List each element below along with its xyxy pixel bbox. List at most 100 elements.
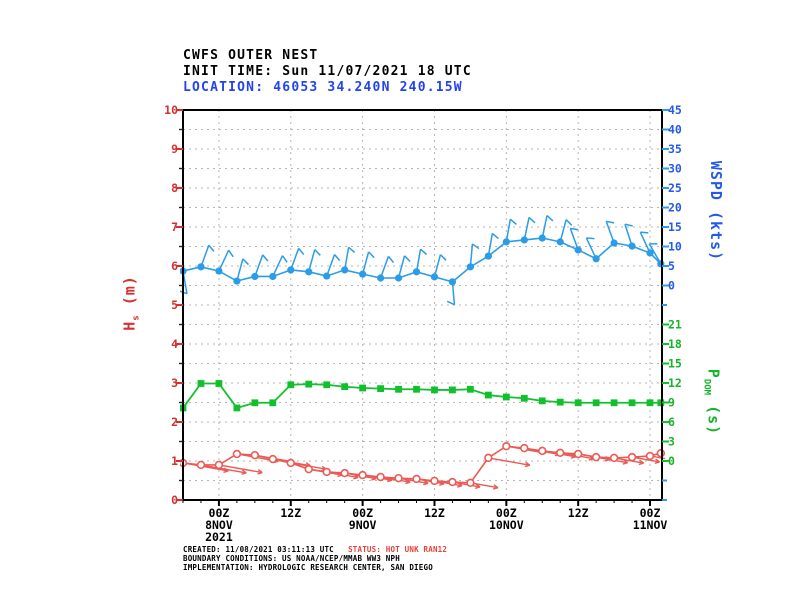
tick-label: 45 <box>668 103 682 117</box>
tick-label: 30 <box>668 162 682 176</box>
tick-label: 40 <box>668 123 682 137</box>
hs-point <box>430 476 439 486</box>
tick-label: 0 <box>668 454 675 468</box>
footer-implementation: IMPLEMENTATION: HYDROLOGIC RESEARCH CENT… <box>183 563 433 572</box>
pdom-point <box>520 394 528 402</box>
tick-label: 2021 <box>205 530 233 544</box>
pdom-point <box>502 393 510 401</box>
wspd-point <box>556 238 564 246</box>
tick-label: 5 <box>171 298 178 312</box>
hs-point <box>645 451 655 461</box>
pdom-point <box>646 399 654 407</box>
pdom-point <box>269 399 277 407</box>
hs-point <box>358 470 367 480</box>
wspd-point <box>412 268 421 276</box>
hs-point <box>196 460 206 470</box>
tick-label: 12Z <box>568 506 589 520</box>
pdom-point <box>377 385 384 393</box>
location-line: LOCATION: 46053 34.240N 240.15W <box>183 80 463 95</box>
tick-label: 9NOV <box>349 518 377 532</box>
tick-label: 8NOV <box>205 518 233 532</box>
pdom-point <box>574 399 582 407</box>
tick-label: 11NOV <box>633 518 668 532</box>
tick-label: 8 <box>171 181 178 195</box>
tick-label: 12 <box>668 376 682 390</box>
wspd-point <box>359 270 367 278</box>
tick-label: 0 <box>171 493 178 507</box>
tick-label: 0 <box>668 279 675 293</box>
pdom-point <box>657 399 665 407</box>
wspd-point <box>323 272 331 280</box>
pdom-point <box>538 397 546 405</box>
hs-point <box>268 454 278 464</box>
hs-point <box>286 458 295 468</box>
hs-point <box>304 464 313 474</box>
hs-point <box>466 478 475 488</box>
hs-point <box>609 453 619 463</box>
hs-point <box>627 452 637 462</box>
tick-label: 9 <box>668 396 675 410</box>
pdom-point <box>413 385 420 393</box>
pdom-point <box>251 399 259 407</box>
hs-point <box>322 467 331 477</box>
status-text: STATUS: HOT UNK RAN12 <box>348 545 448 554</box>
wspd-point <box>448 278 457 286</box>
wspd-point <box>376 274 385 282</box>
tick-label: 10NOV <box>489 518 524 532</box>
tick-label: 00Z <box>496 506 517 520</box>
tick-label: 00Z <box>640 506 661 520</box>
wspd-point <box>574 246 582 254</box>
tick-label: 18 <box>668 337 682 351</box>
pdom-point <box>395 385 402 393</box>
hs-point <box>591 452 601 462</box>
pdom-point <box>359 384 367 392</box>
wspd-point <box>592 255 600 263</box>
tick-label: 20 <box>668 201 682 215</box>
tick-label: 10 <box>668 240 682 254</box>
wspd-point <box>215 267 223 275</box>
tick-label: 2 <box>171 415 178 429</box>
wspd-point <box>520 236 528 244</box>
wspd-point <box>466 263 474 271</box>
hs-point <box>376 472 385 482</box>
tick-label: 3 <box>171 376 178 390</box>
wspd-point <box>341 266 349 274</box>
tick-label: 00Z <box>352 506 373 520</box>
hs-point <box>556 448 565 458</box>
wspd-point <box>628 242 636 250</box>
pdom-point <box>197 380 205 387</box>
pdom-point <box>610 399 618 407</box>
hs-point <box>412 474 421 484</box>
tick-label: 12Z <box>280 506 301 520</box>
tick-label: 9 <box>171 142 178 156</box>
hs-point <box>484 453 493 463</box>
init-time-line: INIT TIME: Sun 11/07/2021 18 UTC <box>183 64 472 79</box>
wspd-point <box>394 274 403 282</box>
hs-point <box>340 468 349 478</box>
footer-created-status: CREATED: 11/08/2021 03:11:13 UTC STATUS:… <box>183 545 448 554</box>
wspd-point <box>287 266 295 274</box>
tick-label: 3 <box>668 435 675 449</box>
hs-point <box>656 449 665 458</box>
hs-series <box>180 441 665 490</box>
tick-label: 1 <box>171 454 178 468</box>
wspd-point <box>197 263 205 271</box>
pdom-point <box>431 386 438 394</box>
wspd-point <box>430 273 439 281</box>
hs-point <box>250 450 260 460</box>
pdom-series <box>180 380 665 412</box>
pdom-point <box>628 399 636 407</box>
tick-label: 12Z <box>424 506 445 520</box>
pdom-point <box>592 399 600 407</box>
hs-point <box>394 473 403 483</box>
pdom-point <box>323 381 331 389</box>
plot-frame <box>182 109 663 501</box>
hs-point <box>448 477 457 487</box>
wspd-point <box>610 239 618 247</box>
wspd-point <box>646 249 654 257</box>
tick-label: 35 <box>668 142 682 156</box>
tick-label: 00Z <box>209 506 230 520</box>
wspd-point <box>502 238 510 246</box>
wspd-series <box>180 214 665 306</box>
pdom-point <box>556 398 564 406</box>
